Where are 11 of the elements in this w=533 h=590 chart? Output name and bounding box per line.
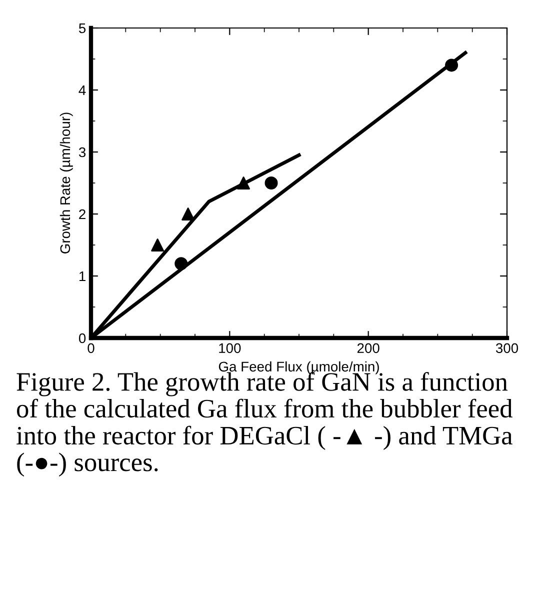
x-tick-label: 100: [219, 343, 241, 354]
y-tick-label: 1: [79, 271, 86, 282]
y-tick-label: 5: [78, 23, 86, 34]
x-tick-label: 0: [88, 343, 94, 354]
y-tick-label: 0: [78, 333, 86, 344]
y-tick-label: 2: [79, 209, 86, 220]
y-tick-label: 4: [78, 85, 86, 96]
x-tick-label: 300: [496, 343, 518, 354]
y-axis-title: Growth Rate (µm/hour): [60, 112, 73, 254]
x-tick-label: 200: [357, 343, 380, 354]
y-tick-label: 3: [78, 147, 86, 158]
